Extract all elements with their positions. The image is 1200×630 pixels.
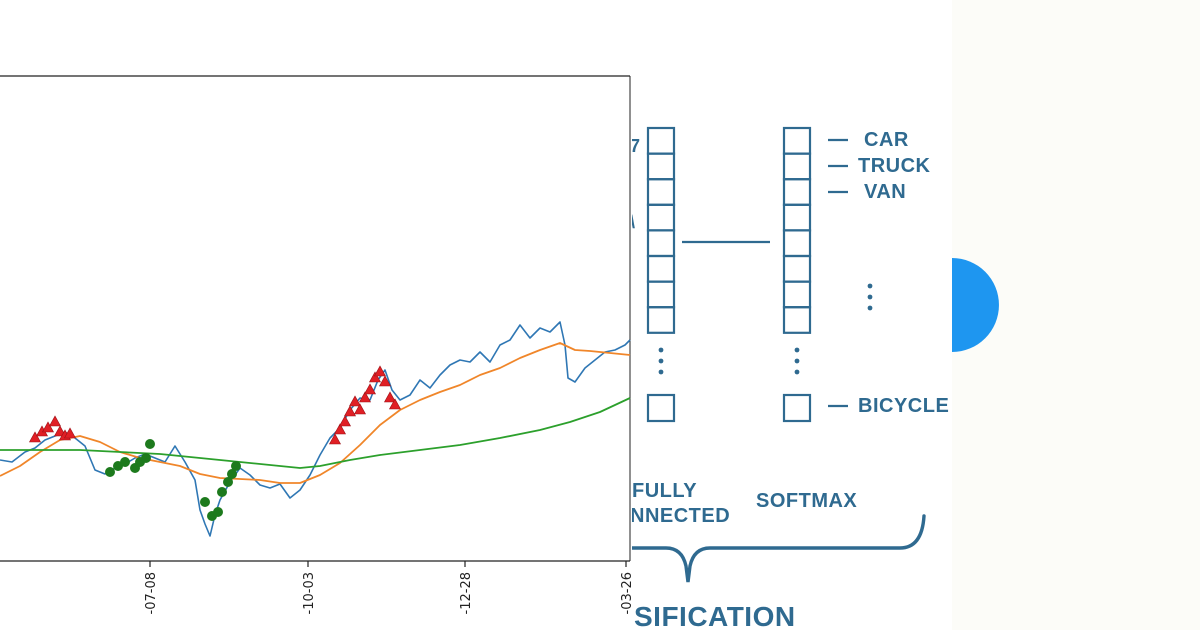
output-label-van: VAN (864, 181, 906, 203)
buy-marker (223, 477, 233, 487)
fc-last-node (646, 393, 676, 423)
buy-marker (227, 469, 237, 479)
output-ellipsis (867, 283, 873, 311)
neuron-cell (782, 178, 812, 206)
sell-marker (378, 375, 392, 387)
buy-marker (217, 487, 227, 497)
sell-marker (343, 405, 357, 417)
softmax-ellipsis (794, 347, 800, 375)
sell-marker (363, 383, 377, 395)
classification-diagram: 7 \ CAR TRUCK VAN BICYCLE FULLY (632, 126, 949, 630)
neuron-cell (782, 306, 812, 334)
sell-marker (28, 431, 42, 443)
neuron-cell (782, 126, 812, 155)
buy-marker (141, 453, 151, 463)
classification-diagram-panel: 7 \ CAR TRUCK VAN BICYCLE FULLY (632, 0, 952, 630)
stage-label-fully: FULLY (632, 480, 697, 502)
sell-marker (368, 371, 382, 383)
neuron-cell (646, 126, 676, 155)
half-circle-graphic (952, 258, 999, 352)
neuron-cell (646, 306, 676, 334)
buy-marker (105, 467, 115, 477)
softmax-column (782, 126, 812, 334)
cutoff-glyph: \ (632, 212, 636, 232)
x-tick-label: -07-08 (144, 572, 159, 614)
neuron-cell (646, 152, 676, 181)
sell-marker (388, 398, 402, 410)
stage-label-softmax: SOFTMAX (756, 490, 857, 512)
classification-brace (632, 514, 926, 583)
neuron-cell (646, 178, 676, 206)
sell-marker (358, 391, 372, 403)
series-line-price (0, 321, 631, 537)
output-label-truck: TRUCK (858, 155, 931, 177)
neuron-cell (646, 254, 676, 283)
neuron-cell (646, 203, 676, 232)
x-tick-label: -10-03 (302, 572, 317, 614)
x-tick-label: -03-26 (620, 572, 632, 614)
softmax-last-node (782, 393, 812, 423)
line-chart-panel: -07-08 -10-03 -12-28 -03-26 (0, 75, 632, 615)
buy-marker (231, 461, 241, 471)
buy-marker (200, 497, 210, 507)
neuron-cell (782, 152, 812, 181)
neuron-cell (782, 229, 812, 258)
sell-marker (333, 423, 347, 435)
sell-marker (63, 427, 77, 439)
neuron-cell (782, 280, 812, 309)
sell-marker (328, 433, 342, 445)
sell-marker (353, 403, 367, 415)
sell-marker (338, 415, 352, 427)
sell-marker (373, 365, 387, 377)
output-dashes (828, 138, 848, 408)
section-title: SIFICATION (634, 601, 796, 630)
buy-marker (213, 507, 223, 517)
series-line-ma-long (0, 397, 631, 469)
cutoff-glyph: 7 (632, 136, 641, 156)
decorative-panel (952, 0, 1200, 630)
output-label-bicycle: BICYCLE (858, 395, 949, 417)
buy-marker (145, 439, 155, 449)
neuron-cell (646, 229, 676, 258)
buy-marker (120, 457, 130, 467)
output-label-car: CAR (864, 129, 909, 151)
series-line-ma-short (0, 342, 631, 484)
neuron-cell (646, 280, 676, 309)
sell-marker (41, 421, 55, 433)
line-chart: -07-08 -10-03 -12-28 -03-26 (0, 75, 632, 614)
fc-ellipsis (658, 347, 664, 375)
neuron-cell (782, 203, 812, 232)
x-tick-label: -12-28 (459, 572, 474, 614)
sell-marker (48, 415, 62, 427)
stage-label-connected: NNECTED (632, 505, 730, 527)
sell-marker (348, 395, 362, 407)
fully-connected-column (646, 126, 676, 334)
sell-marker (383, 391, 397, 403)
neuron-cell (782, 254, 812, 283)
